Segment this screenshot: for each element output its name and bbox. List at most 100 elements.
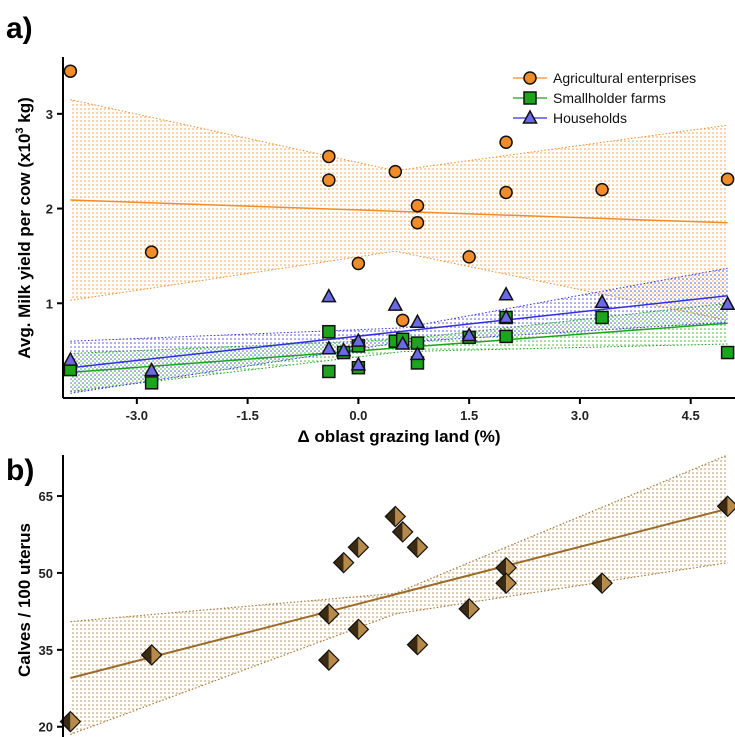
legend-label: Households — [553, 110, 627, 126]
point-diamond-3-light-half — [328, 650, 339, 671]
point-diamond-8 — [391, 521, 414, 543]
panel-b-y-axis-title: Calves / 100 uterus — [15, 523, 34, 677]
point-circle-4 — [351, 256, 366, 271]
point-triangle-1 — [143, 361, 160, 377]
point-diamond-1-dark-half — [141, 644, 152, 665]
point-triangle-11 — [461, 326, 477, 342]
x-tick-label: 3.0 — [571, 408, 589, 423]
point-circle-1 — [144, 245, 159, 259]
point-diamond-7 — [384, 505, 407, 528]
point-diamond-13-light-half — [506, 573, 517, 594]
point-diamond-9-dark-half — [407, 537, 418, 558]
point-diamond-14-light-half — [602, 573, 613, 594]
point-diamond-9 — [406, 536, 429, 559]
fit-line-triangle — [70, 294, 728, 369]
y-tick-label: 20 — [39, 720, 53, 735]
point-triangle-2 — [321, 288, 337, 303]
point-diamond-12-light-half — [506, 557, 517, 578]
x-tick-label: 1.5 — [460, 408, 478, 423]
point-diamond-3 — [317, 649, 340, 671]
point-diamond-5-dark-half — [348, 537, 359, 558]
point-circle-9 — [462, 250, 476, 264]
point-diamond-10-outline — [406, 633, 429, 656]
point-diamond-0-light-half — [70, 711, 81, 732]
x-tick-label: -3.0 — [126, 408, 148, 423]
point-diamond-0-dark-half — [60, 711, 71, 732]
legend-label: Smallholder farms — [553, 90, 666, 106]
point-diamond-2 — [317, 603, 340, 625]
panel-b-confidence-band — [70, 454, 728, 735]
legend-marker-circle — [523, 71, 537, 85]
y-tick-label: 50 — [39, 566, 53, 581]
y-tick-label: 35 — [39, 643, 53, 658]
point-diamond-10 — [406, 633, 429, 656]
point-diamond-6-dark-half — [348, 619, 359, 640]
x-tick-label: -1.5 — [236, 408, 258, 423]
panel-a-y-ticks: 1 2 3 — [46, 107, 63, 311]
point-circle-5 — [388, 164, 403, 179]
fit-line-calves — [70, 507, 728, 679]
point-diamond-6 — [347, 618, 370, 641]
y-tick-label: 1 — [46, 296, 53, 311]
point-square-1 — [144, 376, 159, 390]
point-diamond-2-light-half — [328, 603, 339, 624]
point-diamond-5 — [347, 536, 370, 559]
point-diamond-3-dark-half — [318, 650, 329, 671]
point-triangle-0 — [62, 351, 79, 366]
point-circle-6 — [395, 313, 410, 328]
point-circle-8 — [410, 216, 425, 230]
point-diamond-8-dark-half — [392, 521, 403, 542]
point-square-3 — [322, 364, 336, 379]
panel-a-x-axis-title: Δ oblast grazing land (%) — [297, 427, 500, 446]
x-tick-label: 4.5 — [682, 408, 700, 423]
legend-item-square: Smallholder farms — [513, 90, 666, 106]
panel-a-x-ticks: -3.0 -1.5 0.0 1.5 3.0 4.5 — [126, 398, 700, 423]
point-diamond-14-dark-half — [592, 573, 603, 594]
point-diamond-11 — [458, 597, 481, 620]
legend-item-circle: Agricultural enterprises — [513, 70, 696, 86]
point-square-13 — [499, 329, 513, 344]
point-diamond-7-dark-half — [385, 506, 396, 527]
point-diamond-15 — [716, 495, 735, 518]
ci-band-circle — [70, 99, 728, 321]
legend-marker-square — [523, 91, 537, 105]
point-triangle-6 — [350, 356, 367, 371]
point-diamond-11-dark-half — [459, 598, 470, 619]
point-diamond-2-dark-half — [318, 603, 329, 624]
point-triangle-3 — [321, 340, 337, 355]
panel-b-label: b) — [6, 454, 34, 487]
panel-b-data-points — [59, 495, 735, 733]
point-diamond-15-dark-half — [717, 496, 728, 517]
point-diamond-1-outline — [140, 644, 163, 666]
point-diamond-11-outline — [458, 597, 481, 620]
legend-label: Agricultural enterprises — [553, 70, 696, 86]
x-tick-label: 0.0 — [349, 408, 367, 423]
point-diamond-14 — [591, 572, 613, 595]
point-triangle-10 — [409, 345, 426, 361]
point-triangle-8 — [394, 335, 411, 350]
point-triangle-15 — [719, 295, 735, 310]
point-circle-2 — [322, 149, 336, 164]
point-diamond-12-dark-half — [496, 557, 507, 578]
y-tick-label: 3 — [46, 107, 53, 122]
point-diamond-13 — [495, 572, 517, 595]
point-diamond-4-light-half — [343, 552, 354, 573]
point-diamond-15-light-half — [727, 496, 735, 517]
ci-lower-circle — [70, 250, 728, 321]
panel-b: b) 20 35 50 65 Calves / 100 uterus — [6, 454, 735, 737]
ci-upper-triangle — [70, 267, 728, 342]
point-diamond-4-outline — [332, 551, 355, 574]
point-diamond-14-outline — [591, 572, 613, 595]
point-circle-13 — [720, 172, 735, 186]
point-triangle-4 — [335, 342, 352, 357]
panel-b-y-ticks: 20 35 50 65 — [39, 489, 63, 735]
point-diamond-9-light-half — [417, 537, 428, 558]
y-tick-label: 2 — [46, 202, 53, 217]
point-triangle-12 — [498, 286, 514, 301]
point-diamond-1 — [140, 644, 163, 666]
point-square-2 — [322, 324, 336, 339]
ci-band-triangle — [70, 268, 728, 394]
panel-a: a) 1 2 3 -3.0 -1.5 0.0 1.5 3.0 4.5 Avg. Milk yi… — [6, 12, 735, 446]
point-circle-12 — [595, 182, 609, 197]
